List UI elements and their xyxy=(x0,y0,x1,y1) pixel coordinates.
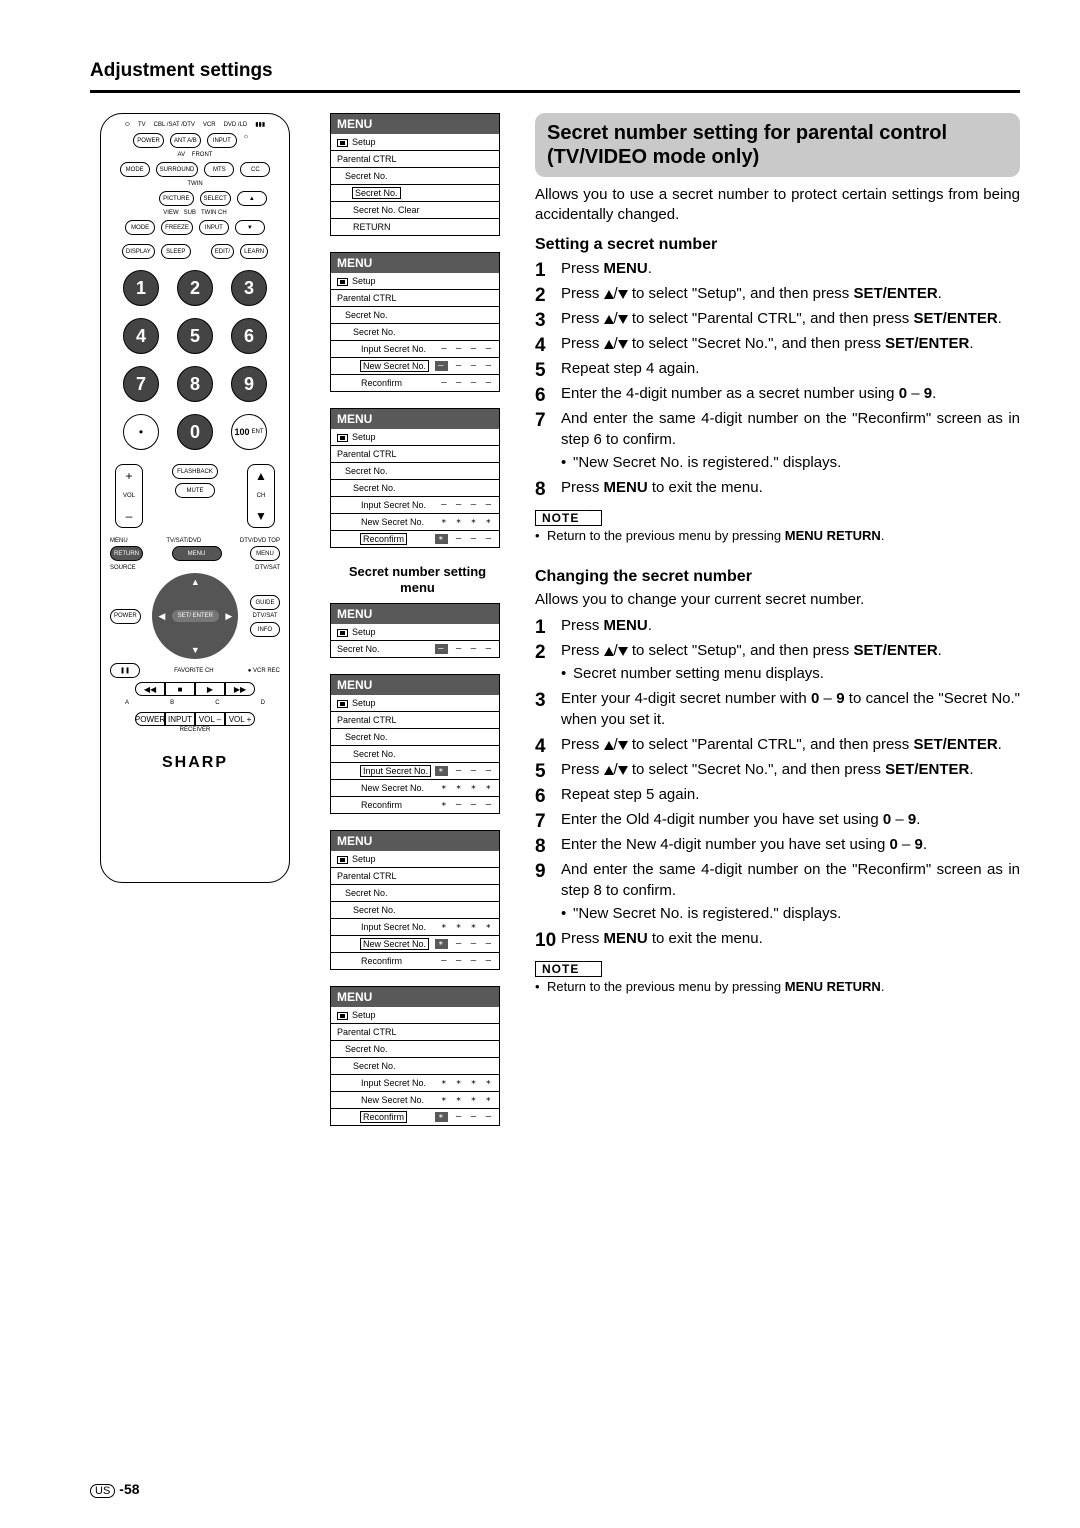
step-item: Enter the New 4-digit number you have se… xyxy=(535,834,1020,855)
pause-button[interactable]: ❚❚ xyxy=(110,663,140,678)
num-7[interactable]: 7 xyxy=(123,366,159,402)
num-9[interactable]: 9 xyxy=(231,366,267,402)
menu-panel: MENUSetupSecret No.– – – – xyxy=(330,603,500,658)
num-2[interactable]: 2 xyxy=(177,270,213,306)
step-item: Press / to select "Secret No.", and then… xyxy=(535,759,1020,780)
step-item: Press / to select "Parental CTRL", and t… xyxy=(535,734,1020,755)
page-footer: US-58 xyxy=(90,1481,140,1498)
section2-note: Return to the previous menu by pressing … xyxy=(535,979,1020,996)
step-item: Press / to select "Setup", and then pres… xyxy=(535,283,1020,304)
num-0[interactable]: 0 xyxy=(177,414,213,450)
ant-button[interactable]: ANT A/B xyxy=(170,133,201,148)
menu-panel: MENUSetupParental CTRLSecret No.Secret N… xyxy=(330,830,500,970)
step-item: Press / to select "Parental CTRL", and t… xyxy=(535,308,1020,329)
source-power-button[interactable]: POWER xyxy=(110,609,141,624)
menu-panel: MENUSetupParental CTRLSecret No.Secret N… xyxy=(330,252,500,392)
step-item: Press MENU to exit the menu. xyxy=(535,477,1020,498)
light-icon: ☼ xyxy=(243,133,257,147)
info-button[interactable]: INFO xyxy=(250,622,280,637)
menu-button[interactable]: MENU xyxy=(172,546,222,561)
note-tag: NOTE xyxy=(535,504,602,528)
page-title: Adjustment settings xyxy=(90,60,1020,82)
step-item: Repeat step 5 again. xyxy=(535,784,1020,805)
col-instructions: Secret number setting for parental contr… xyxy=(535,113,1020,1142)
step-item: Enter the 4-digit number as a secret num… xyxy=(535,383,1020,404)
section2-title: Changing the secret number xyxy=(535,568,1020,586)
transport-controls: ◀◀ ■ ▶ ▶▶ xyxy=(110,682,280,696)
num-3[interactable]: 3 xyxy=(231,270,267,306)
step-item: Press MENU to exit the menu. xyxy=(535,928,1020,949)
section2-steps: Press MENU. Press / to select "Setup", an… xyxy=(535,615,1020,949)
menu-panel: MENUSetupParental CTRLSecret No.Secret N… xyxy=(330,986,500,1126)
step-item: Press / to select "Secret No.", and then… xyxy=(535,333,1020,354)
num-100[interactable]: 100ENT xyxy=(231,414,267,450)
num-4[interactable]: 4 xyxy=(123,318,159,354)
input-button[interactable]: INPUT xyxy=(207,133,237,148)
step-item: Enter your 4-digit secret number with 0 … xyxy=(535,688,1020,730)
power-button[interactable]: POWER xyxy=(133,133,164,148)
secret-menu-caption: Secret number setting menu xyxy=(330,564,505,595)
brand-logo: SHARP xyxy=(162,754,228,772)
num-6[interactable]: 6 xyxy=(231,318,267,354)
num-5[interactable]: 5 xyxy=(177,318,213,354)
feature-title: Secret number setting for parental contr… xyxy=(535,113,1020,177)
ch-rocker[interactable]: ▲CH▼ xyxy=(247,464,275,528)
menu-panel: MENUSetupParental CTRLSecret No.Secret N… xyxy=(330,408,500,548)
mute-button[interactable]: MUTE xyxy=(175,483,215,498)
menu-panel: MENUSetupParental CTRLSecret No.Secret N… xyxy=(330,113,500,236)
num-1[interactable]: 1 xyxy=(123,270,159,306)
remote-control: ⬭ TV CBL /SAT /DTV VCR DVD /LD ▮▮▮ POWER… xyxy=(100,113,290,883)
step-item: And enter the same 4-digit number on the… xyxy=(535,859,1020,924)
step-item: Press MENU. xyxy=(535,258,1020,279)
num-dot[interactable]: • xyxy=(123,414,159,450)
number-pad: 1 2 3 4 5 6 7 8 9 • 0 100ENT xyxy=(123,270,267,450)
step-item: And enter the same 4-digit number on the… xyxy=(535,408,1020,473)
flashback-button[interactable]: FLASHBACK xyxy=(172,464,218,479)
dpad[interactable]: ▲▼◀▶ SET/ ENTER xyxy=(152,573,238,659)
main-columns: ⬭ TV CBL /SAT /DTV VCR DVD /LD ▮▮▮ POWER… xyxy=(90,113,1020,1142)
section2-lead: Allows you to change your current secret… xyxy=(535,590,1020,610)
title-rule xyxy=(90,90,1020,93)
num-8[interactable]: 8 xyxy=(177,366,213,402)
section1-title: Setting a secret number xyxy=(535,236,1020,254)
col-remote: ⬭ TV CBL /SAT /DTV VCR DVD /LD ▮▮▮ POWER… xyxy=(90,113,300,1142)
menu-top-button[interactable]: MENU xyxy=(250,546,280,561)
step-item: Enter the Old 4-digit number you have se… xyxy=(535,809,1020,830)
note-tag-2: NOTE xyxy=(535,955,602,979)
step-item: Repeat step 4 again. xyxy=(535,358,1020,379)
feature-lead: Allows you to use a secret number to pro… xyxy=(535,185,1020,226)
section1-note: Return to the previous menu by pressing … xyxy=(535,528,1020,545)
menu-return-button[interactable]: RETURN xyxy=(110,546,143,561)
col-menus: MENUSetupParental CTRLSecret No.Secret N… xyxy=(330,113,505,1142)
guide-button[interactable]: GUIDE xyxy=(250,595,280,610)
section1-steps: Press MENU. Press / to select "Setup", an… xyxy=(535,258,1020,498)
menu-panel: MENUSetupParental CTRLSecret No.Secret N… xyxy=(330,674,500,814)
vol-rocker[interactable]: +VOL– xyxy=(115,464,143,528)
step-item: Press MENU. xyxy=(535,615,1020,636)
step-item: Press / to select "Setup", and then pres… xyxy=(535,640,1020,684)
